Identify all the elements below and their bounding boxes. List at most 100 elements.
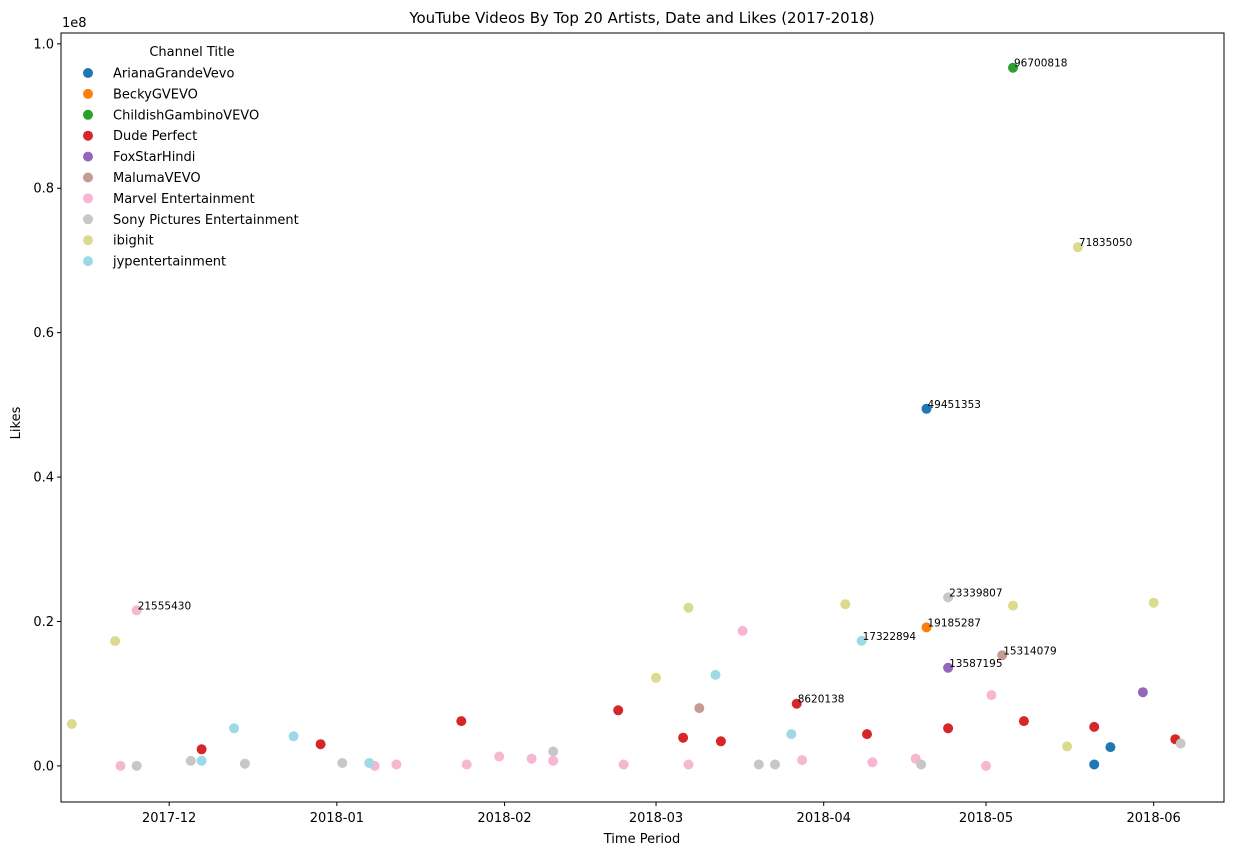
data-point: [618, 759, 629, 770]
data-point: [288, 731, 299, 742]
data-point: [916, 759, 927, 770]
data-point: [867, 757, 878, 768]
x-tick-label: 2018-02: [477, 811, 531, 826]
data-point: [131, 760, 142, 771]
data-point: [921, 622, 932, 633]
data-point: [494, 751, 505, 762]
legend-marker: [83, 109, 93, 120]
data-point: [548, 755, 559, 766]
data-point: [1072, 242, 1083, 253]
data-point: [548, 746, 559, 757]
data-point: [1008, 62, 1018, 73]
data-point: [678, 732, 689, 743]
legend-marker: [83, 88, 93, 99]
data-point: [1105, 742, 1116, 753]
legend-marker: [83, 172, 93, 183]
x-tick-label: 2018-03: [629, 811, 683, 826]
y-offset-label: 1e8: [62, 16, 87, 31]
data-point: [791, 698, 802, 709]
data-point: [943, 592, 954, 603]
x-tick-label: 2018-05: [959, 811, 1013, 826]
data-point: [737, 625, 748, 636]
data-point: [1137, 687, 1148, 698]
data-point: [770, 759, 780, 770]
data-label: 19185287: [928, 617, 981, 629]
x-tick-label: 2018-04: [797, 811, 851, 826]
data-point: [1089, 759, 1100, 770]
legend-label: ArianaGrandeVevo: [113, 67, 234, 82]
y-tick-label: 0.8: [33, 182, 54, 197]
data-point: [797, 755, 808, 766]
x-tick-label: 2018-06: [1127, 811, 1181, 826]
data-label: 17322894: [863, 631, 917, 643]
data-point: [239, 758, 250, 769]
legend-label: ChildishGambinoVEVO: [113, 108, 259, 123]
x-tick-label: 2017-12: [142, 811, 196, 826]
legend-label: BeckyGVEVO: [113, 87, 198, 102]
legend-marker: [83, 68, 93, 78]
data-point: [1018, 716, 1029, 727]
data-point: [1008, 600, 1018, 611]
data-point: [856, 635, 867, 646]
plot-frame: [60, 32, 1225, 803]
data-point: [986, 690, 997, 701]
data-point: [921, 403, 932, 414]
legend-label: ibighit: [113, 234, 154, 249]
data-point: [1089, 721, 1100, 732]
legend-marker: [83, 256, 93, 267]
chart-title: YouTube Videos By Top 20 Artists, Date a…: [408, 9, 874, 27]
data-point: [115, 760, 126, 771]
legend-marker: [83, 214, 93, 225]
data-point: [710, 669, 721, 680]
data-point: [981, 760, 991, 771]
data-point: [131, 605, 142, 616]
data-point: [461, 759, 472, 770]
data-point: [456, 716, 467, 727]
legend-title: Channel Title: [149, 45, 234, 60]
data-point: [229, 723, 240, 734]
y-axis-label: Likes: [9, 406, 24, 439]
data-point: [840, 599, 851, 610]
data-point: [862, 729, 872, 740]
data-point: [110, 636, 121, 646]
data-point: [613, 705, 624, 716]
legend-marker: [83, 130, 93, 141]
data-point: [997, 650, 1008, 661]
y-tick-label: 0.4: [33, 471, 54, 486]
data-point: [315, 739, 326, 750]
data-point: [526, 753, 537, 764]
legend-marker: [83, 235, 93, 246]
data-label: 49451353: [928, 399, 981, 411]
data-point: [683, 602, 694, 613]
data-point: [1062, 741, 1073, 752]
data-point: [1148, 597, 1159, 608]
data-point: [753, 759, 764, 770]
data-point: [715, 736, 726, 747]
data-label: 96700818: [1014, 58, 1067, 70]
data-point: [391, 759, 402, 770]
data-point: [651, 672, 661, 683]
x-tick-label: 2018-01: [310, 811, 364, 826]
data-label: 71835050: [1079, 237, 1132, 249]
data-point: [185, 755, 196, 766]
y-tick-label: 0.0: [33, 759, 54, 774]
data-point: [943, 662, 954, 673]
data-point: [683, 759, 694, 770]
data-label: 21555430: [138, 600, 191, 612]
data-point: [694, 703, 705, 714]
data-point: [196, 755, 207, 766]
data-label: 13587195: [949, 658, 1002, 670]
data-point: [66, 719, 77, 729]
legend-label: FoxStarHindi: [113, 150, 195, 165]
data-label: 8620138: [798, 694, 845, 706]
legend-label: Dude Perfect: [113, 129, 197, 144]
data-point: [337, 758, 348, 768]
y-tick-label: 1.0: [33, 37, 54, 52]
data-label: 23339807: [949, 587, 1002, 599]
y-tick-label: 0.6: [33, 326, 54, 341]
y-tick-label: 0.2: [33, 615, 54, 630]
data-label: 15314079: [1003, 645, 1056, 657]
data-point: [364, 758, 375, 768]
data-point: [786, 729, 797, 740]
